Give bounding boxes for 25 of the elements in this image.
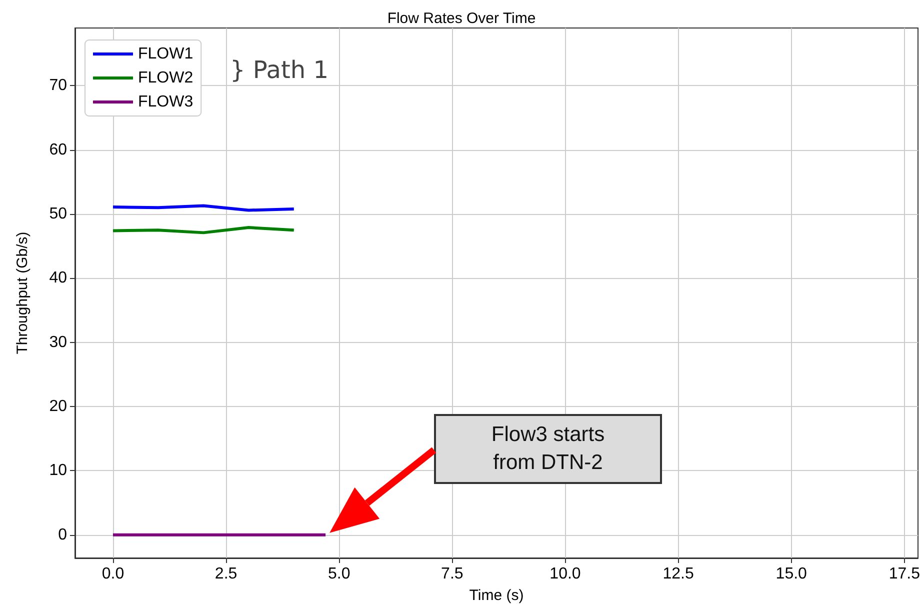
- chart-title: Flow Rates Over Time: [387, 10, 536, 27]
- y-tick-label: 30: [49, 334, 68, 351]
- y-tick-label: 10: [49, 462, 68, 480]
- x-tick-label: 5.0: [328, 566, 350, 582]
- y-tick-label: 40: [49, 270, 68, 287]
- y-tick-label: 20: [49, 398, 68, 416]
- y-tick-label: 70: [49, 77, 68, 94]
- x-tick-label: 7.5: [441, 566, 464, 582]
- callout-box: Flow3 starts from DTN-2: [434, 414, 662, 484]
- y-tick-label: 50: [49, 206, 68, 223]
- legend-label: FLOW1: [138, 46, 194, 62]
- x-tick-label: 17.5: [888, 566, 920, 582]
- annotation: Flow3 starts from DTN-2: [490, 422, 606, 476]
- x-tick-label: 10.0: [550, 566, 581, 582]
- y-tick-label: 0: [58, 526, 68, 544]
- y-axis-title: Throughput (Gb/s): [14, 232, 31, 354]
- y-tick-label: 60: [49, 141, 68, 158]
- x-axis-title: Time (s): [469, 587, 524, 604]
- x-tick-label: 0.0: [102, 566, 124, 582]
- x-tick-label: 12.5: [662, 566, 694, 582]
- legend-label: FLOW3: [138, 94, 194, 110]
- legend-label: FLOW2: [138, 70, 194, 86]
- x-tick-label: 15.0: [776, 566, 808, 582]
- x-tick-label: 2.5: [214, 566, 238, 582]
- annotation: } Path 1: [230, 56, 329, 84]
